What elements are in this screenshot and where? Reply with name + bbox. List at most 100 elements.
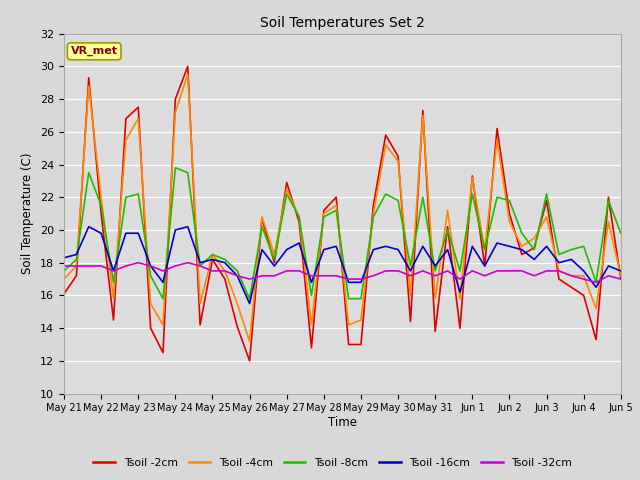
Tsoil -4cm	[85, 83, 93, 89]
Tsoil -32cm	[406, 273, 414, 279]
Tsoil -16cm	[568, 256, 575, 262]
Tsoil -4cm	[97, 194, 105, 200]
Tsoil -16cm	[493, 240, 501, 246]
Tsoil -32cm	[382, 268, 390, 274]
Tsoil -4cm	[481, 247, 488, 252]
Tsoil -2cm	[147, 325, 154, 331]
Tsoil -2cm	[406, 319, 414, 324]
Tsoil -32cm	[444, 268, 451, 274]
Tsoil -32cm	[345, 276, 353, 282]
Tsoil -16cm	[444, 247, 451, 252]
Tsoil -4cm	[308, 322, 316, 328]
Tsoil -4cm	[320, 211, 328, 216]
Tsoil -16cm	[295, 240, 303, 246]
Tsoil -16cm	[518, 247, 525, 252]
Tsoil -2cm	[592, 336, 600, 342]
Tsoil -32cm	[234, 273, 241, 279]
Tsoil -2cm	[172, 96, 179, 102]
Tsoil -8cm	[109, 279, 117, 285]
Tsoil -8cm	[456, 268, 464, 274]
Tsoil -2cm	[60, 291, 68, 297]
Tsoil -16cm	[592, 284, 600, 290]
Tsoil -2cm	[493, 126, 501, 132]
Tsoil -8cm	[258, 224, 266, 229]
Tsoil -16cm	[283, 247, 291, 252]
Tsoil -16cm	[246, 300, 253, 307]
Tsoil -8cm	[295, 214, 303, 220]
Tsoil -2cm	[468, 173, 476, 179]
Tsoil -32cm	[283, 268, 291, 274]
Tsoil -2cm	[209, 256, 216, 262]
Tsoil -32cm	[481, 273, 488, 279]
Tsoil -16cm	[147, 263, 154, 269]
Tsoil -2cm	[271, 260, 278, 265]
Line: Tsoil -4cm: Tsoil -4cm	[64, 74, 621, 341]
Tsoil -32cm	[85, 263, 93, 269]
Tsoil -16cm	[221, 260, 228, 265]
Line: Tsoil -2cm: Tsoil -2cm	[64, 66, 621, 361]
Tsoil -4cm	[122, 137, 130, 143]
Tsoil -8cm	[196, 263, 204, 269]
Tsoil -4cm	[246, 338, 253, 344]
Tsoil -8cm	[531, 247, 538, 252]
Tsoil -2cm	[580, 292, 588, 298]
Tsoil -32cm	[555, 268, 563, 274]
Tsoil -4cm	[258, 214, 266, 220]
Tsoil -2cm	[568, 284, 575, 290]
Tsoil -32cm	[531, 273, 538, 279]
Tsoil -32cm	[184, 260, 191, 265]
Tsoil -8cm	[592, 279, 600, 285]
Tsoil -4cm	[617, 273, 625, 279]
Tsoil -32cm	[456, 276, 464, 282]
Tsoil -4cm	[221, 268, 228, 274]
Tsoil -8cm	[234, 268, 241, 274]
Tsoil -2cm	[444, 224, 451, 229]
Tsoil -4cm	[568, 273, 575, 279]
Tsoil -4cm	[456, 296, 464, 301]
Tsoil -4cm	[172, 109, 179, 115]
Tsoil -2cm	[369, 203, 377, 208]
Tsoil -2cm	[431, 328, 439, 334]
Tsoil -32cm	[518, 268, 525, 274]
Tsoil -4cm	[271, 252, 278, 257]
Tsoil -8cm	[85, 170, 93, 176]
Tsoil -4cm	[109, 296, 117, 301]
Tsoil -2cm	[184, 63, 191, 69]
Tsoil -8cm	[345, 296, 353, 301]
Tsoil -2cm	[221, 276, 228, 282]
Tsoil -2cm	[543, 198, 550, 204]
Tsoil -16cm	[60, 255, 68, 261]
Tsoil -4cm	[493, 137, 501, 143]
Tsoil -32cm	[419, 268, 427, 274]
Tsoil -16cm	[555, 260, 563, 265]
Tsoil -2cm	[308, 345, 316, 351]
X-axis label: Time: Time	[328, 416, 357, 429]
Tsoil -32cm	[493, 268, 501, 274]
Tsoil -4cm	[406, 292, 414, 298]
Tsoil -4cm	[184, 72, 191, 77]
Tsoil -16cm	[209, 256, 216, 262]
Tsoil -8cm	[147, 273, 154, 279]
Tsoil -8cm	[246, 296, 253, 301]
Tsoil -16cm	[382, 243, 390, 249]
Tsoil -32cm	[605, 273, 612, 279]
Tsoil -4cm	[369, 211, 377, 216]
Tsoil -4cm	[196, 300, 204, 307]
Tsoil -2cm	[122, 116, 130, 121]
Tsoil -4cm	[60, 276, 68, 282]
Tsoil -32cm	[308, 273, 316, 279]
Tsoil -32cm	[196, 263, 204, 269]
Tsoil -16cm	[332, 243, 340, 249]
Tsoil -2cm	[85, 75, 93, 81]
Tsoil -32cm	[543, 268, 550, 274]
Tsoil -8cm	[122, 194, 130, 200]
Tsoil -32cm	[369, 273, 377, 279]
Tsoil -32cm	[332, 273, 340, 279]
Tsoil -16cm	[122, 230, 130, 236]
Tsoil -4cm	[580, 273, 588, 279]
Tsoil -16cm	[159, 279, 167, 285]
Tsoil -2cm	[283, 180, 291, 185]
Tsoil -16cm	[468, 243, 476, 249]
Tsoil -32cm	[97, 263, 105, 269]
Text: VR_met: VR_met	[70, 46, 118, 57]
